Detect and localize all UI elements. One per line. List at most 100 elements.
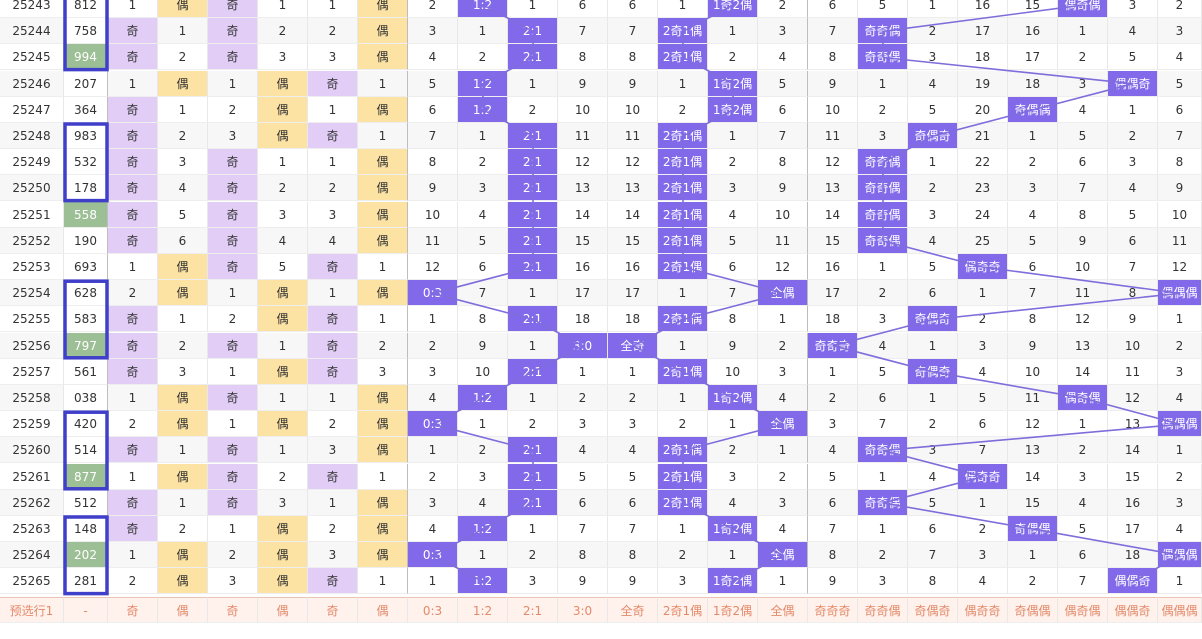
- trend-cell: 1: [508, 516, 558, 542]
- trend-cell: 5: [408, 70, 458, 97]
- prediction-draw-cell: -: [64, 596, 108, 623]
- period-cell: 25258: [0, 385, 64, 411]
- trend-cell: 奇奇偶: [858, 437, 908, 464]
- trend-cell: 4: [408, 44, 458, 71]
- trend-cell: 2: [308, 411, 358, 438]
- trend-cell: 全偶: [758, 280, 808, 307]
- trend-cell: 10: [758, 201, 808, 228]
- trend-cell: 3: [258, 201, 308, 228]
- trend-cell: 2:1: [508, 227, 558, 254]
- prediction-row-label: 预选行1: [0, 596, 64, 623]
- trend-cell: 奇奇偶: [858, 44, 908, 71]
- trend-cell: 8: [608, 542, 658, 569]
- period-cell: 25254: [0, 280, 64, 307]
- trend-cell: 3: [458, 175, 508, 202]
- trend-cell: 奇: [108, 201, 158, 228]
- trend-cell: 7: [1008, 280, 1058, 307]
- trend-cell: 12: [608, 149, 658, 176]
- trend-cell: 8: [1108, 280, 1158, 307]
- trend-cell: 9: [1008, 332, 1058, 359]
- trend-cell: 9: [808, 70, 858, 97]
- trend-cell: 10: [1008, 358, 1058, 385]
- trend-cell: 1: [1158, 437, 1202, 464]
- trend-cell: 奇: [108, 516, 158, 542]
- draw-number-cell: 558: [64, 201, 108, 228]
- trend-cell: 6: [758, 96, 808, 123]
- trend-cell: 1: [508, 385, 558, 411]
- trend-cell: 1: [258, 332, 308, 359]
- trend-cell: 11: [1158, 227, 1202, 254]
- trend-cell: 2奇1偶: [658, 123, 708, 149]
- trend-cell: 6: [608, 489, 658, 516]
- trend-cell: 奇: [108, 358, 158, 385]
- trend-cell: 5: [808, 463, 858, 490]
- draw-number-cell: 202: [64, 542, 108, 569]
- period-cell: 25261: [0, 463, 64, 490]
- trend-cell: 偶: [258, 96, 308, 123]
- trend-cell: 1: [258, 0, 308, 18]
- trend-cell: 3: [708, 175, 758, 202]
- trend-cell: 1: [458, 411, 508, 438]
- trend-cell: 2: [458, 149, 508, 176]
- trend-cell: 2: [408, 463, 458, 490]
- trend-cell: 1: [508, 70, 558, 97]
- trend-cell: 12: [1158, 254, 1202, 280]
- trend-cell: 4: [1058, 489, 1108, 516]
- trend-cell: 8: [408, 149, 458, 176]
- trend-cell: 偶: [158, 0, 208, 18]
- trend-cell: 15: [808, 227, 858, 254]
- trend-cell: 1: [358, 254, 408, 280]
- trend-cell: 奇: [208, 175, 258, 202]
- trend-cell: 2: [908, 411, 958, 438]
- prediction-cell: 全偶: [758, 596, 808, 623]
- trend-cell: 3: [908, 44, 958, 71]
- prediction-cell: 偶: [158, 596, 208, 623]
- trend-cell: 2: [858, 542, 908, 569]
- trend-cell: 3: [858, 568, 908, 595]
- trend-cell: 5: [908, 96, 958, 123]
- trend-cell: 1: [708, 411, 758, 438]
- trend-cell: 奇: [208, 0, 258, 18]
- trend-cell: 4: [808, 437, 858, 464]
- trend-cell: 5: [1058, 123, 1108, 149]
- trend-cell: 奇: [108, 306, 158, 333]
- trend-cell: 2: [258, 18, 308, 45]
- trend-cell: 1: [458, 123, 508, 149]
- prediction-cell: 1:2: [458, 596, 508, 623]
- trend-cell: 2:1: [508, 18, 558, 45]
- trend-cell: 1: [1008, 123, 1058, 149]
- trend-cell: 偶: [358, 227, 408, 254]
- trend-cell: 2: [758, 332, 808, 359]
- period-cell: 25263: [0, 516, 64, 542]
- trend-cell: 6: [908, 280, 958, 307]
- trend-cell: 3: [608, 411, 658, 438]
- trend-cell: 2: [1158, 332, 1202, 359]
- trend-cell: 12: [808, 149, 858, 176]
- trend-cell: 25: [958, 227, 1008, 254]
- trend-cell: 奇: [208, 18, 258, 45]
- trend-cell: 9: [1108, 306, 1158, 333]
- draw-number-cell: 178: [64, 175, 108, 202]
- trend-cell: 3:0: [558, 332, 608, 359]
- trend-cell: 19: [958, 70, 1008, 97]
- period-cell: 25246: [0, 70, 64, 97]
- trend-cell: 6: [1158, 96, 1202, 123]
- trend-cell: 2: [108, 411, 158, 438]
- trend-cell: 2: [758, 0, 808, 18]
- trend-cell: 1: [658, 332, 708, 359]
- trend-cell: 9: [758, 175, 808, 202]
- trend-cell: 6: [858, 385, 908, 411]
- trend-cell: 奇: [208, 227, 258, 254]
- trend-cell: 奇: [108, 227, 158, 254]
- trend-cell: 10: [1158, 201, 1202, 228]
- trend-cell: 1: [108, 385, 158, 411]
- trend-cell: 12: [758, 254, 808, 280]
- trend-cell: 6: [408, 96, 458, 123]
- trend-cell: 6: [1058, 542, 1108, 569]
- trend-cell: 1:2: [458, 0, 508, 18]
- trend-cell: 11: [1008, 385, 1058, 411]
- trend-cell: 3: [208, 568, 258, 595]
- trend-cell: 11: [758, 227, 808, 254]
- trend-cell: 奇: [108, 437, 158, 464]
- trend-cell: 7: [558, 516, 608, 542]
